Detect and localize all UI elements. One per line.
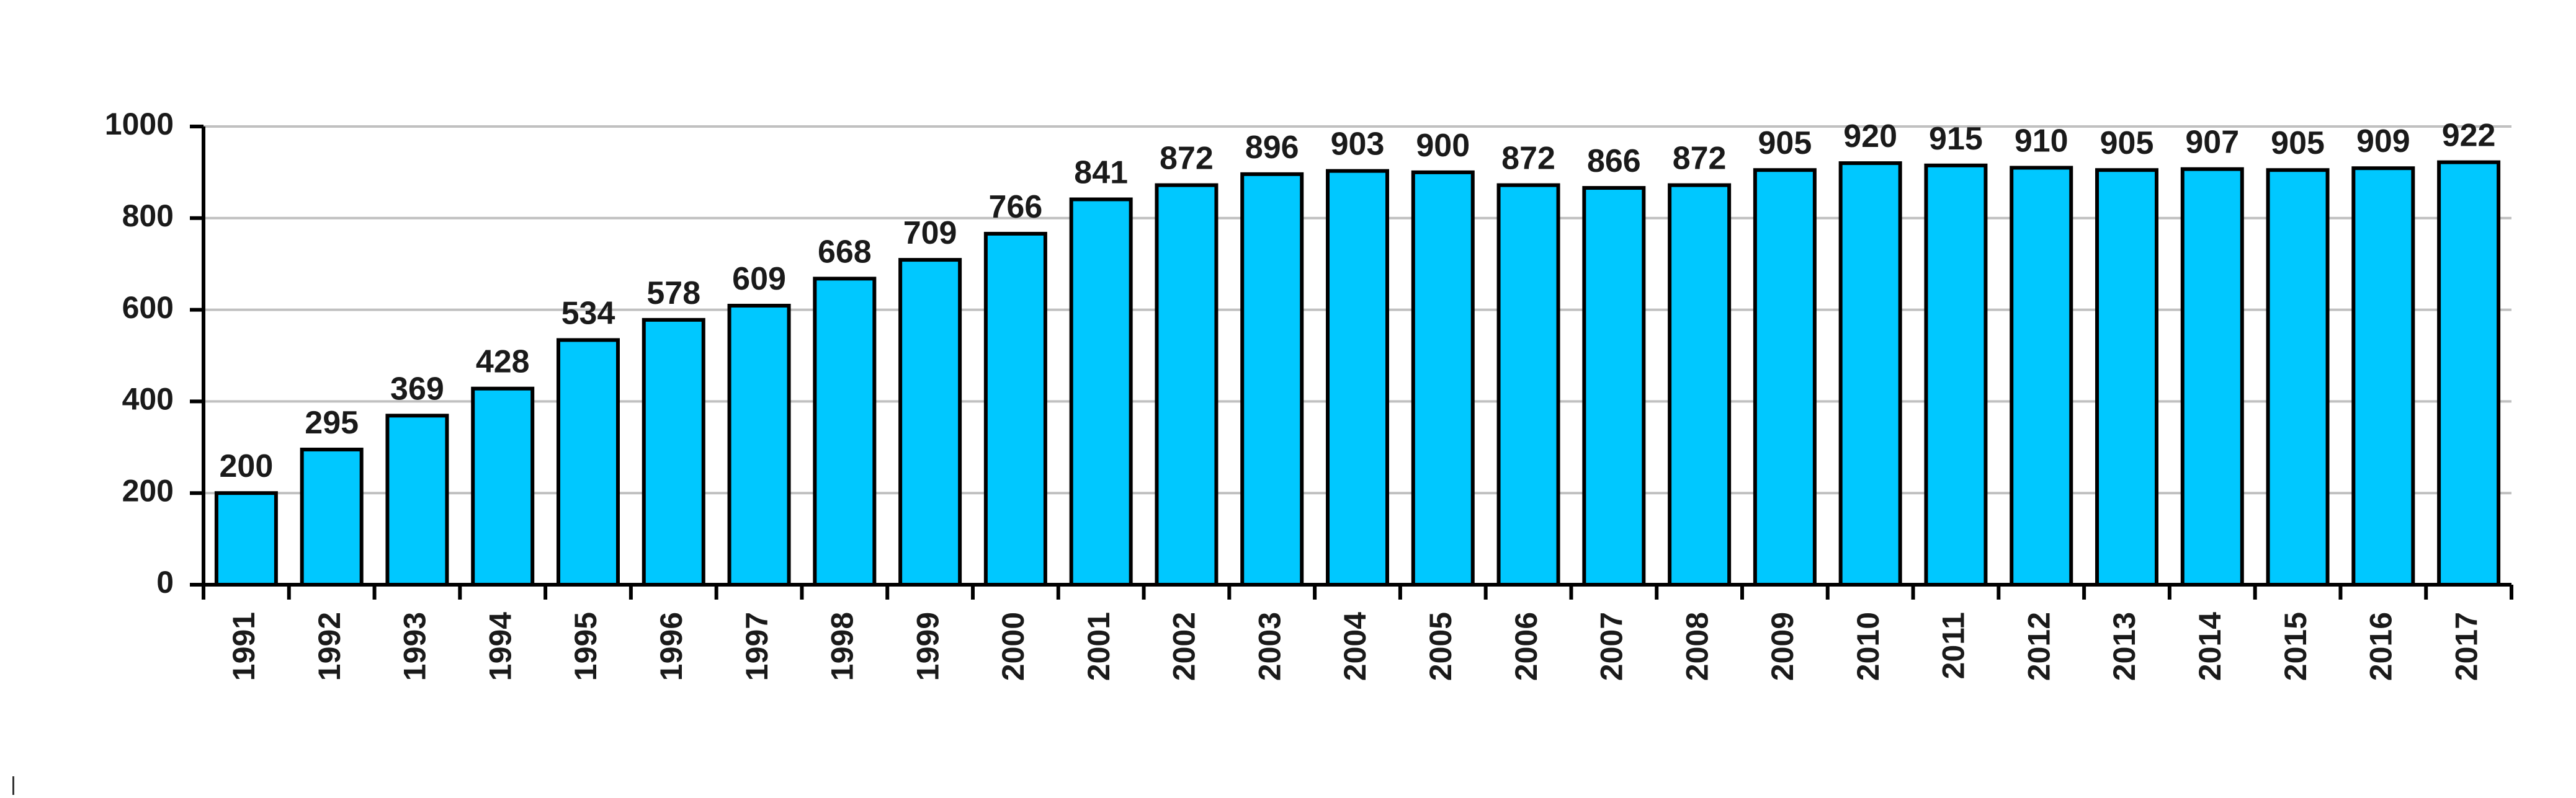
- bar: [1582, 186, 1646, 587]
- x-tick-label: 1993: [398, 612, 432, 681]
- bar: [2266, 168, 2330, 587]
- data-labels: 200 295 369 428 534 578 609 668 709 766 841 872 896 9…: [220, 118, 2496, 485]
- x-tick-label: 2008: [1679, 612, 1714, 681]
- x-tick-label: 2004: [1338, 612, 1372, 681]
- x-tick-label: 2007: [1594, 612, 1629, 681]
- y-tick-label: 800: [122, 198, 174, 233]
- x-tick-label: 2005: [1423, 612, 1458, 681]
- bar: [727, 303, 791, 587]
- bar: [898, 258, 962, 587]
- x-tick-label: 2014: [2193, 612, 2227, 681]
- data-label: 668: [818, 234, 872, 270]
- data-label: 872: [1501, 141, 1555, 177]
- bar: [2010, 166, 2073, 587]
- data-label: 903: [1331, 126, 1385, 162]
- data-label: 909: [2356, 123, 2410, 159]
- y-tick-label: 600: [122, 290, 174, 325]
- data-label: 910: [2015, 123, 2068, 159]
- x-tick-label: 2015: [2278, 612, 2313, 681]
- x-tick-label: 2013: [2107, 612, 2142, 681]
- data-label: 200: [220, 448, 274, 484]
- data-label: 369: [390, 371, 444, 407]
- x-tick-label: 1994: [483, 612, 517, 681]
- axes: [190, 125, 2513, 600]
- data-label: 920: [1843, 118, 1897, 154]
- data-label: 872: [1160, 141, 1214, 177]
- bar: [1240, 172, 1304, 587]
- x-tick-label: 1996: [654, 612, 689, 681]
- x-tick-label: 2006: [1509, 612, 1544, 681]
- data-label: 709: [903, 215, 957, 251]
- bar: [1838, 161, 1902, 587]
- data-label: 905: [2100, 125, 2154, 161]
- x-tick-label: 1997: [740, 612, 774, 681]
- bar: [2180, 167, 2244, 587]
- data-label: 905: [2271, 125, 2325, 161]
- x-tick-label: 2016: [2364, 612, 2399, 681]
- bar: [813, 277, 877, 587]
- x-tick-label: 1992: [312, 612, 347, 681]
- x-tick-label: 2000: [996, 612, 1031, 681]
- x-tick-label: 2017: [2449, 612, 2484, 681]
- bar: [1753, 168, 1817, 587]
- data-label: 428: [476, 344, 530, 380]
- bar: [300, 447, 364, 587]
- data-label: 534: [561, 295, 615, 331]
- data-label: 866: [1587, 143, 1641, 179]
- y-tick-label: 200: [122, 473, 174, 508]
- data-label: 872: [1673, 141, 1727, 177]
- bar: [385, 414, 449, 587]
- x-tick-label: 1995: [568, 612, 603, 681]
- bar: [1496, 183, 1560, 587]
- y-tick-label: 0: [156, 565, 174, 600]
- data-label: 609: [732, 261, 786, 297]
- x-tick-label: 1998: [825, 612, 860, 681]
- x-tick-label: 2011: [1936, 612, 1971, 679]
- data-label: 905: [1758, 125, 1812, 161]
- x-tick-label: 2010: [1851, 612, 1885, 681]
- bars: [214, 160, 2501, 587]
- data-label: 295: [305, 405, 359, 441]
- data-label: 766: [989, 189, 1043, 225]
- bar: [471, 386, 535, 587]
- data-label: 907: [2185, 125, 2239, 161]
- bar: [2437, 160, 2501, 587]
- bar: [1668, 183, 1732, 587]
- data-label: 841: [1074, 155, 1128, 191]
- x-tick-label: 1999: [910, 612, 945, 681]
- data-label: 915: [1929, 121, 1983, 157]
- x-tick-label: 1991: [226, 612, 261, 681]
- bar: [983, 231, 1047, 587]
- bar: [1069, 197, 1133, 587]
- x-tick-label: 2002: [1167, 612, 1202, 681]
- bar: [1411, 170, 1475, 587]
- x-tick-label: 2012: [2021, 612, 2056, 681]
- y-tick-label: 1000: [105, 107, 174, 141]
- bar: [1326, 169, 1389, 587]
- bar: [2095, 168, 2158, 587]
- data-label: 896: [1245, 130, 1299, 166]
- bar: [2351, 166, 2415, 587]
- bar: [1924, 163, 1988, 587]
- data-label: 900: [1416, 128, 1470, 164]
- x-tick-label: 2001: [1081, 612, 1116, 681]
- x-tick-label: 2003: [1252, 612, 1287, 681]
- x-axis-ticks: 1991 1992 1993 1994 1995 1996 1997 1998 1999 2000…: [226, 612, 2484, 681]
- y-axis-ticks: 0 200 400 600 800 1000: [105, 107, 174, 600]
- y-tick-label: 400: [122, 382, 174, 417]
- x-tick-label: 2009: [1765, 612, 1800, 681]
- bar: [642, 317, 705, 587]
- data-label: 578: [646, 275, 700, 311]
- text-cursor-mark: [12, 776, 14, 795]
- bar: [557, 338, 620, 587]
- data-label: 922: [2442, 118, 2496, 154]
- bar: [214, 491, 278, 587]
- bar: [1155, 183, 1219, 587]
